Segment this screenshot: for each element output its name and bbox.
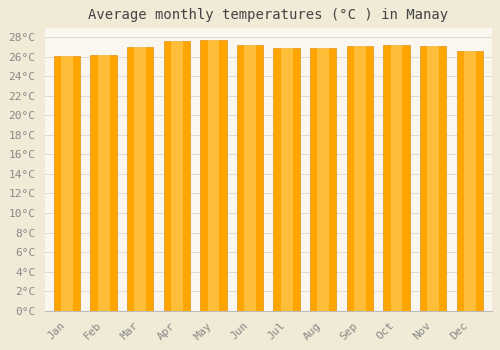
Bar — [171, 41, 183, 310]
Bar — [384, 45, 409, 310]
Bar — [310, 48, 336, 310]
Bar — [318, 48, 329, 310]
Bar — [354, 46, 366, 310]
Bar — [280, 48, 292, 310]
Bar — [274, 48, 300, 310]
Bar — [61, 56, 73, 310]
Bar — [200, 40, 226, 310]
Bar — [464, 51, 475, 310]
Bar — [127, 47, 154, 310]
Bar — [98, 55, 110, 310]
Bar — [420, 46, 446, 310]
Title: Average monthly temperatures (°C ) in Manay: Average monthly temperatures (°C ) in Ma… — [88, 8, 448, 22]
Bar — [346, 46, 373, 310]
Bar — [164, 41, 190, 310]
Bar — [427, 46, 439, 310]
Bar — [456, 51, 483, 310]
Bar — [390, 45, 402, 310]
Bar — [54, 56, 80, 310]
Bar — [208, 40, 220, 310]
Bar — [90, 55, 117, 310]
Bar — [244, 45, 256, 310]
Bar — [134, 47, 146, 310]
Bar — [237, 45, 263, 310]
